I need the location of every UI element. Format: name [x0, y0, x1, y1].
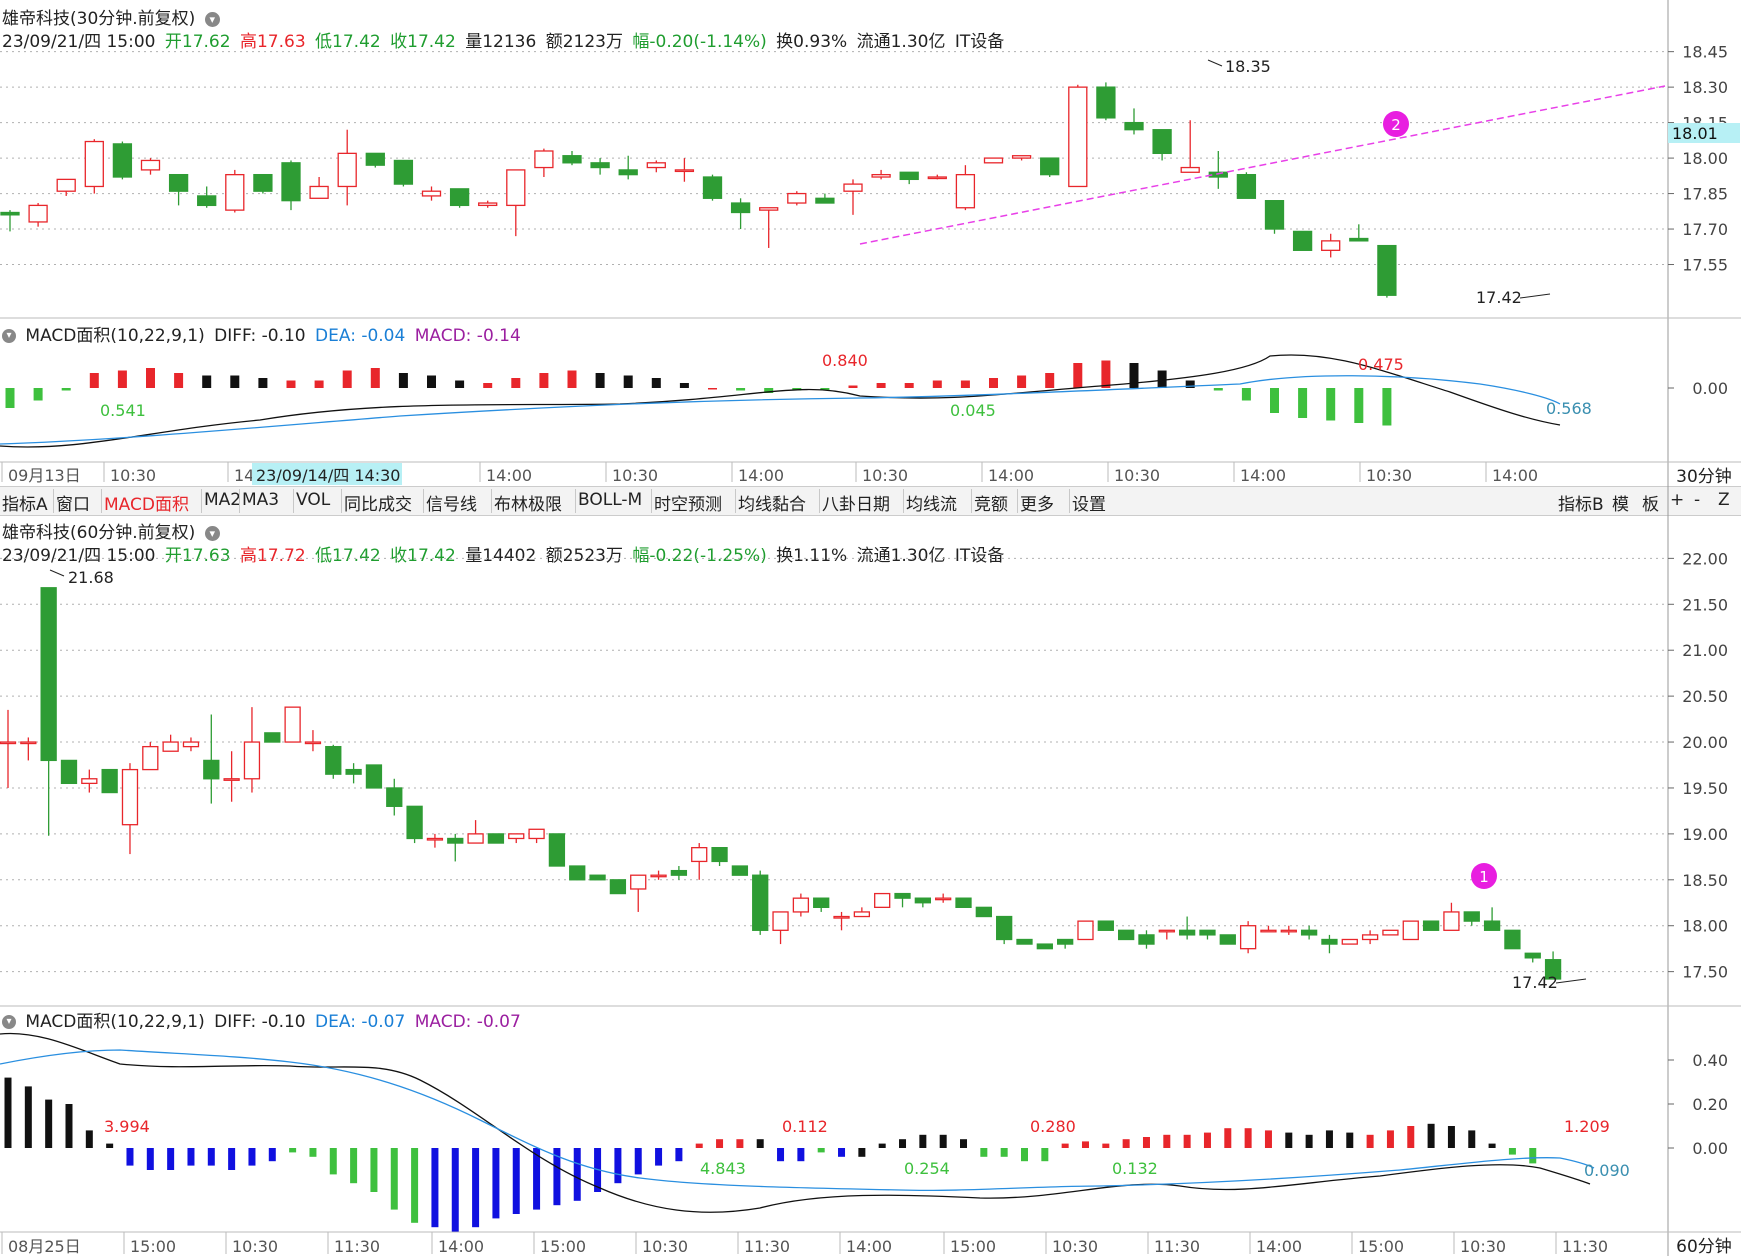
chevron-down-icon[interactable]: ▾	[2, 1015, 16, 1029]
toolbar-separator	[53, 489, 54, 513]
toolbar-item-8[interactable]: 布林极限	[494, 495, 562, 515]
toolbar-separator	[575, 489, 576, 513]
bottom-info-high: 高17.72	[239, 546, 306, 566]
bottom-macd-diff: DIFF: -0.10	[214, 1012, 306, 1032]
toolbar-separator	[341, 489, 342, 513]
toolbar-separator	[903, 489, 904, 513]
toolbar-item-4[interactable]: MA3	[242, 490, 280, 510]
toolbar-item-11[interactable]: 均线黏合	[738, 495, 806, 515]
top-info-close: 收17.42	[390, 32, 456, 52]
toolbar-item-7[interactable]: 信号线	[426, 495, 477, 515]
top-title-row: 雄帝科技(30分钟.前复权) ▾	[2, 4, 224, 29]
top-macd-diff: DIFF: -0.10	[214, 326, 306, 346]
toolbar-separator	[1017, 489, 1018, 513]
bottom-info-volume: 量14402	[465, 546, 537, 566]
toolbar-item-14[interactable]: 竞额	[974, 495, 1008, 515]
top-info-turnover: 换0.93%	[776, 32, 848, 52]
toolbar-item-12[interactable]: 八卦日期	[822, 495, 890, 515]
top-info-sector: IT设备	[954, 32, 1005, 52]
toolbar-separator	[735, 489, 736, 513]
toolbar-separator	[971, 489, 972, 513]
indicator-toolbar: 指标A 窗口 MACD面积 MA2 MA3 VOL 同比成交 信号线 布林极限 BOLL-M 时空预…	[0, 486, 1741, 516]
bottom-info-low: 低17.42	[315, 546, 381, 566]
toolbar-item-6[interactable]: 同比成交	[344, 495, 412, 515]
toolbar-separator	[101, 489, 102, 513]
chevron-down-icon[interactable]: ▾	[2, 329, 16, 343]
bottom-info-amount: 额2523万	[545, 546, 623, 566]
toolbar-right-2[interactable]: 板	[1642, 495, 1659, 515]
top-macd-dea: DEA: -0.04	[315, 326, 406, 346]
toolbar-separator	[491, 489, 492, 513]
bottom-info-open: 开17.63	[164, 546, 231, 566]
top-macd-label: ▾ MACD面积(10,22,9,1) DIFF: -0.10 DEA: -0.…	[2, 321, 525, 346]
bottom-stock-title: 雄帝科技(60分钟.前复权)	[2, 523, 196, 543]
bottom-info-sector: IT设备	[954, 546, 1005, 566]
bottom-period-label[interactable]: 60分钟	[1667, 1232, 1741, 1257]
toolbar-separator	[423, 489, 424, 513]
bottom-macd-macd: MACD: -0.07	[414, 1012, 521, 1032]
top-info-row: 23/09/21/四 15:00 开17.62 高17.63 低17.42 收1…	[2, 27, 1008, 52]
chevron-down-icon[interactable]: ▾	[204, 11, 220, 27]
toolbar-right-0[interactable]: 指标B	[1558, 495, 1604, 515]
toolbar-item-1[interactable]: 窗口	[56, 495, 90, 515]
toolbar-right-3[interactable]: +	[1670, 490, 1685, 510]
top-info-float: 流通1.30亿	[856, 32, 946, 52]
top-macd-macd: MACD: -0.14	[414, 326, 521, 346]
bottom-info-float: 流通1.30亿	[856, 546, 946, 566]
toolbar-separator	[201, 489, 202, 513]
top-info-change: 幅-0.20(-1.14%)	[632, 32, 767, 52]
toolbar-item-13[interactable]: 均线流	[906, 495, 957, 515]
bottom-info-date: 23/09/21/四 15:00	[2, 546, 156, 566]
bottom-info-close: 收17.42	[390, 546, 456, 566]
top-info-amount: 额2123万	[545, 32, 623, 52]
toolbar-separator	[819, 489, 820, 513]
toolbar-item-2[interactable]: MACD面积	[104, 495, 189, 515]
top-stock-title: 雄帝科技(30分钟.前复权)	[2, 9, 196, 29]
toolbar-item-16[interactable]: 设置	[1072, 495, 1106, 515]
toolbar-right-5[interactable]: Z	[1718, 490, 1730, 510]
top-period-label[interactable]: 30分钟	[1667, 462, 1741, 487]
bottom-macd-name: MACD面积(10,22,9,1)	[25, 1012, 205, 1032]
top-info-open: 开17.62	[164, 32, 231, 52]
toolbar-item-0[interactable]: 指标A	[2, 495, 48, 515]
chevron-down-icon[interactable]: ▾	[204, 525, 220, 541]
top-macd-name: MACD面积(10,22,9,1)	[25, 326, 205, 346]
bottom-title-row: 雄帝科技(60分钟.前复权) ▾	[2, 518, 224, 543]
top-info-date: 23/09/21/四 15:00	[2, 32, 156, 52]
top-info-volume: 量12136	[465, 32, 537, 52]
top-kline-pane[interactable]: 雄帝科技(30分钟.前复权) ▾ 23/09/21/四 15:00 开17.62…	[0, 0, 1741, 487]
top-info-high: 高17.63	[239, 32, 306, 52]
toolbar-right-1[interactable]: 模	[1612, 495, 1629, 515]
bottom-info-row: 23/09/21/四 15:00 开17.63 高17.72 低17.42 收1…	[2, 541, 1008, 566]
toolbar-separator	[293, 489, 294, 513]
top-info-low: 低17.42	[315, 32, 381, 52]
bottom-info-turnover: 换1.11%	[776, 546, 848, 566]
bottom-kline-pane[interactable]: 雄帝科技(60分钟.前复权) ▾ 23/09/21/四 15:00 开17.63…	[0, 514, 1741, 1257]
toolbar-item-15[interactable]: 更多	[1020, 495, 1054, 515]
toolbar-separator	[1069, 489, 1070, 513]
toolbar-right-4[interactable]: -	[1694, 490, 1701, 510]
bottom-info-change: 幅-0.22(-1.25%)	[632, 546, 767, 566]
bottom-macd-label: ▾ MACD面积(10,22,9,1) DIFF: -0.10 DEA: -0.…	[2, 1007, 525, 1032]
toolbar-separator	[239, 489, 240, 513]
toolbar-item-3[interactable]: MA2	[204, 490, 242, 510]
toolbar-item-9[interactable]: BOLL-M	[578, 490, 643, 510]
toolbar-item-10[interactable]: 时空预测	[654, 495, 722, 515]
toolbar-separator	[651, 489, 652, 513]
bottom-macd-dea: DEA: -0.07	[315, 1012, 406, 1032]
toolbar-item-5[interactable]: VOL	[296, 490, 331, 510]
